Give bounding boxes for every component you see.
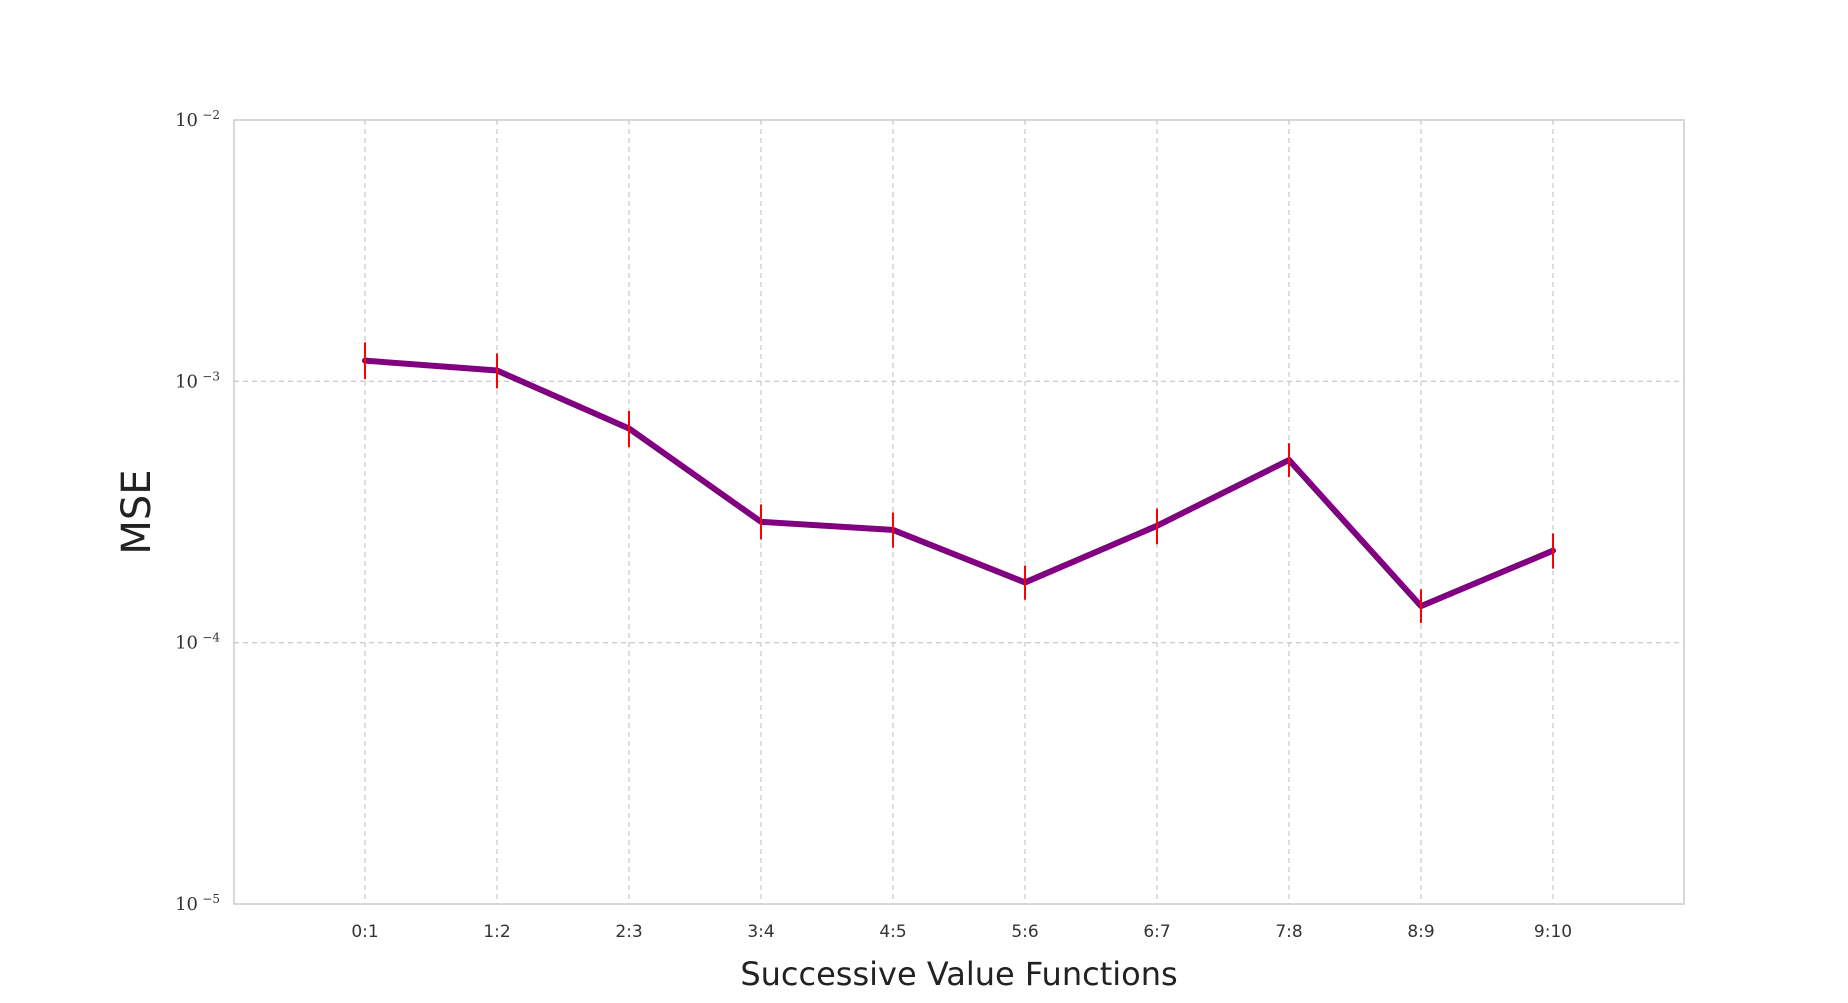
y-tick-base: 10: [175, 633, 198, 654]
x-tick-label: 7:8: [1275, 922, 1302, 942]
y-tick-base: 10: [175, 371, 198, 392]
x-tick-label: 2:3: [615, 922, 642, 942]
y-tick-base: 10: [175, 110, 198, 131]
x-tick-label: 8:9: [1407, 922, 1434, 942]
x-tick-label: 5:6: [1011, 922, 1038, 942]
x-tick-label: 3:4: [747, 922, 774, 942]
x-axis-label: Successive Value Functions: [740, 955, 1177, 993]
y-tick-exponent: −4: [202, 631, 220, 645]
y-tick-exponent: −5: [202, 892, 220, 906]
x-tick-label: 1:2: [483, 922, 510, 942]
x-tick-labels: 0:1 1:2 2:3 3:4 4:5 5:6 6:7 7:8 8:9 9:10: [351, 922, 1572, 942]
x-tick-label: 6:7: [1143, 922, 1170, 942]
y-axis-label: MSE: [114, 469, 160, 554]
grid: [234, 120, 1684, 904]
y-tick-label: −4 10: [175, 631, 220, 654]
y-tick-labels: −2 10 −3 10 −4 10 −5 10: [175, 108, 220, 915]
y-tick-exponent: −3: [202, 369, 220, 383]
error-bars: [364, 342, 1554, 623]
y-tick-base: 10: [175, 894, 198, 915]
y-tick-label: −5 10: [175, 892, 220, 915]
series-line: [362, 357, 1556, 610]
y-tick-label: −3 10: [175, 369, 220, 392]
y-tick-label: −2 10: [175, 108, 220, 131]
y-tick-exponent: −2: [202, 108, 220, 122]
x-tick-label: 4:5: [879, 922, 906, 942]
plot-frame: [233, 119, 1685, 905]
x-tick-label: 0:1: [351, 922, 378, 942]
x-tick-label: 9:10: [1534, 922, 1572, 942]
